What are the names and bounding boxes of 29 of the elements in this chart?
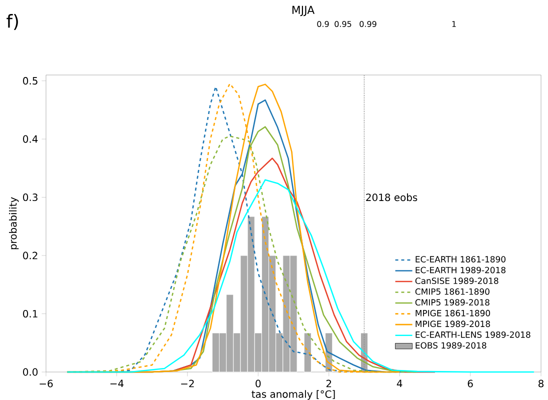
x-tick-label: 4 — [396, 380, 402, 388]
y-tick-label: 0.3 — [23, 194, 38, 202]
x-tick-label: −2 — [181, 380, 194, 388]
x-tick-label: 8 — [538, 380, 544, 388]
y-tick-label: 0.0 — [23, 368, 38, 376]
text: MJJA — [292, 6, 315, 16]
legend-label: EC-EARTH-LENS 1989-2018 — [416, 331, 530, 338]
x-tick-label: 6 — [468, 380, 473, 388]
x-tick-label: 2 — [326, 380, 332, 388]
legend-label: MPIGE 1861-1890 — [416, 310, 490, 316]
y-tick-label: 0.5 — [23, 77, 38, 85]
x-tick-label: −6 — [40, 380, 53, 388]
y-tick-label: 0.2 — [23, 252, 38, 260]
legend-label: EC-EARTH 1861-1890 — [416, 256, 506, 262]
x-tick-label: 0 — [256, 380, 261, 388]
legend-label: CanSISE 1989-2018 — [415, 278, 498, 284]
legend-label: EC-EARTH 1989-2018 — [416, 266, 506, 274]
y-tick-label: 0.4 — [23, 135, 38, 143]
text: f) — [6, 14, 18, 30]
legend-label: EOBS 1989-2018 — [416, 342, 486, 349]
legend-label: CMIP5 1989-2018 — [415, 299, 490, 306]
line-series — [66, 179, 535, 373]
legend-label: CMIP5 1861-1890 — [415, 288, 490, 295]
y-axis-title: probability — [9, 197, 19, 250]
x-tick-label: −4 — [110, 380, 124, 388]
legend-label: MPIGE 1989-2018 — [416, 320, 490, 328]
y-tick-label: 0.1 — [23, 310, 38, 318]
x-axis-title: tas anomaly [°C] — [252, 390, 335, 400]
ref-line-label: 2018 eobs — [366, 193, 418, 202]
